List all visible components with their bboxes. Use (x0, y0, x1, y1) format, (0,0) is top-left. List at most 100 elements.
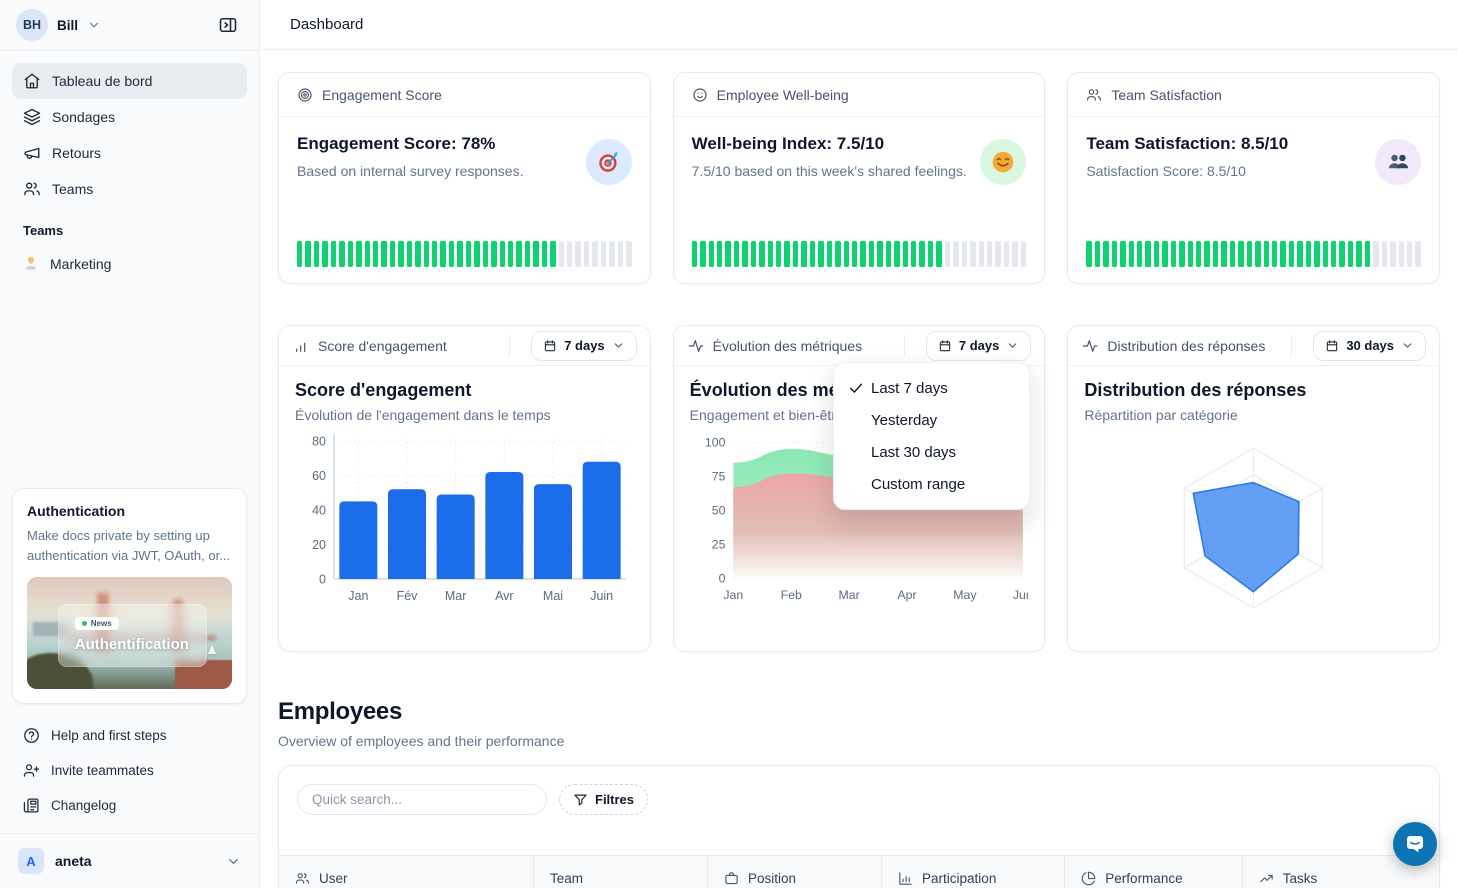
progress-segment (1120, 241, 1126, 267)
progress-segment (1196, 241, 1202, 267)
chat-bubble-icon (1403, 832, 1427, 856)
promo-card[interactable]: Authentication Make docs private by sett… (12, 487, 247, 704)
progress-segment (700, 241, 706, 267)
search-input[interactable] (297, 784, 547, 815)
progress-segment (1356, 241, 1362, 267)
date-range-button[interactable]: 30 days (1313, 330, 1427, 361)
progress-segment (1003, 241, 1010, 267)
calendar-icon (938, 339, 952, 353)
progress-segment (1012, 241, 1018, 267)
help-circle-icon (23, 727, 40, 744)
date-range-button[interactable]: 7 days (925, 330, 1032, 361)
divider (903, 334, 905, 357)
column-header-tasks: Tasks (1241, 856, 1439, 888)
sidebar-item-sondages[interactable]: Sondages (12, 99, 247, 135)
bar-chart-frame-icon (898, 871, 913, 886)
sidebar-item-invite-teammates[interactable]: Invite teammates (12, 753, 247, 788)
progress-segment (1314, 241, 1320, 267)
chart-subtitle: Répartition par catégorie (1084, 407, 1238, 423)
divider (0, 50, 259, 51)
collapse-sidebar-button[interactable] (213, 10, 243, 40)
svg-text:Juin: Juin (591, 589, 614, 603)
column-header-label: Performance (1105, 870, 1183, 886)
layers-icon (23, 108, 41, 126)
progress-segment (1179, 241, 1185, 267)
svg-text:25: 25 (711, 538, 725, 552)
chevron-down-icon (1006, 339, 1019, 352)
menu-item-last-7-days[interactable]: Last 7 days (834, 372, 1029, 404)
sidebar: BH Bill Tableau de bord Sondages Retours Te… (0, 0, 260, 888)
newspaper-icon (23, 797, 40, 814)
stat-card-body: Team Satisfaction: 8.5/10 Satisfaction S… (1068, 117, 1439, 241)
panel-collapse-icon (218, 15, 238, 35)
filters-button[interactable]: Filtres (559, 784, 649, 815)
progress-segment (843, 241, 849, 267)
sidebar-item-changelog[interactable]: Changelog (12, 788, 247, 823)
progress-segment (1128, 241, 1134, 267)
progress-segment (609, 241, 615, 267)
progress-segment (986, 241, 993, 267)
stat-card-header: Team Satisfaction (1068, 73, 1440, 117)
svg-text:50: 50 (711, 504, 725, 518)
chat-launcher-button[interactable] (1393, 822, 1437, 866)
workspace-switcher[interactable]: BH Bill (12, 0, 247, 50)
progress-segment (826, 241, 833, 267)
sidebar-item-retours[interactable]: Retours (12, 135, 247, 171)
progress-segment (1255, 241, 1261, 267)
progress-segment (894, 241, 900, 267)
menu-item-last-30-days[interactable]: Last 30 days (834, 436, 1029, 468)
progress-segment (818, 241, 824, 267)
date-range-button[interactable]: 7 days (531, 330, 637, 361)
progress-segment (691, 241, 698, 267)
chart-title: Score d'engagement (295, 380, 472, 400)
progress-segment (953, 241, 959, 267)
chevron-down-icon (1401, 339, 1414, 352)
progress-segment (592, 241, 598, 267)
account-switcher[interactable]: A aneta (12, 834, 247, 888)
progress-bar (297, 241, 632, 267)
page-title: Dashboard (290, 16, 364, 33)
dartboard-icon (596, 149, 622, 175)
sidebar-item-help-and-first-steps[interactable]: Help and first steps (12, 718, 247, 753)
svg-text:75: 75 (711, 470, 725, 484)
account-name: aneta (55, 853, 92, 869)
svg-text:Feb: Feb (780, 588, 801, 602)
stat-card-body: Well-being Index: 7.5/10 7.5/10 based on… (674, 117, 1045, 241)
menu-item-yesterday[interactable]: Yesterday (834, 404, 1029, 436)
svg-text:80: 80 (312, 435, 326, 449)
stat-card-header-label: Engagement Score (322, 86, 442, 103)
progress-segment (516, 241, 522, 267)
progress-segment (742, 241, 748, 267)
users-icon (295, 871, 310, 886)
progress-segment (305, 241, 311, 267)
menu-item-custom-range[interactable]: Custom range (834, 468, 1029, 500)
progress-segment (1111, 241, 1118, 267)
charts-row: Score d'engagement 7 days Score d'engage… (278, 325, 1441, 652)
progress-segment (322, 241, 328, 267)
sidebar-item-tableau-de-bord[interactable]: Tableau de bord (12, 63, 247, 99)
date-range-label: 7 days (958, 338, 1000, 353)
sidebar-teams-list: Marketing (12, 246, 247, 282)
workspace-avatar: BH (16, 9, 48, 41)
progress-segment (767, 241, 774, 267)
check-placeholder (848, 444, 864, 460)
progress-segment (1187, 241, 1194, 267)
employees-section: Employees Overview of employees and thei… (278, 698, 1440, 888)
progress-segment (801, 241, 807, 267)
sidebar-team-marketing[interactable]: Marketing (12, 246, 247, 282)
svg-text:40: 40 (312, 504, 326, 518)
column-header-label: Tasks (1282, 870, 1318, 886)
svg-text:Mar: Mar (838, 588, 859, 602)
sidebar-item-teams[interactable]: Teams (12, 171, 247, 207)
svg-text:Mai: Mai (543, 589, 563, 603)
progress-segment (583, 241, 590, 267)
stat-emoji-badge (585, 139, 632, 185)
progress-segment (809, 241, 816, 267)
chart-card-header: Score d'engagement 7 days (279, 326, 650, 366)
progress-segment (1263, 241, 1269, 267)
progress-segment (792, 241, 799, 267)
employees-subtitle: Overview of employees and their performa… (278, 733, 565, 749)
chevron-down-icon (612, 339, 625, 352)
progress-segment (1020, 241, 1027, 267)
progress-segment (524, 241, 531, 267)
